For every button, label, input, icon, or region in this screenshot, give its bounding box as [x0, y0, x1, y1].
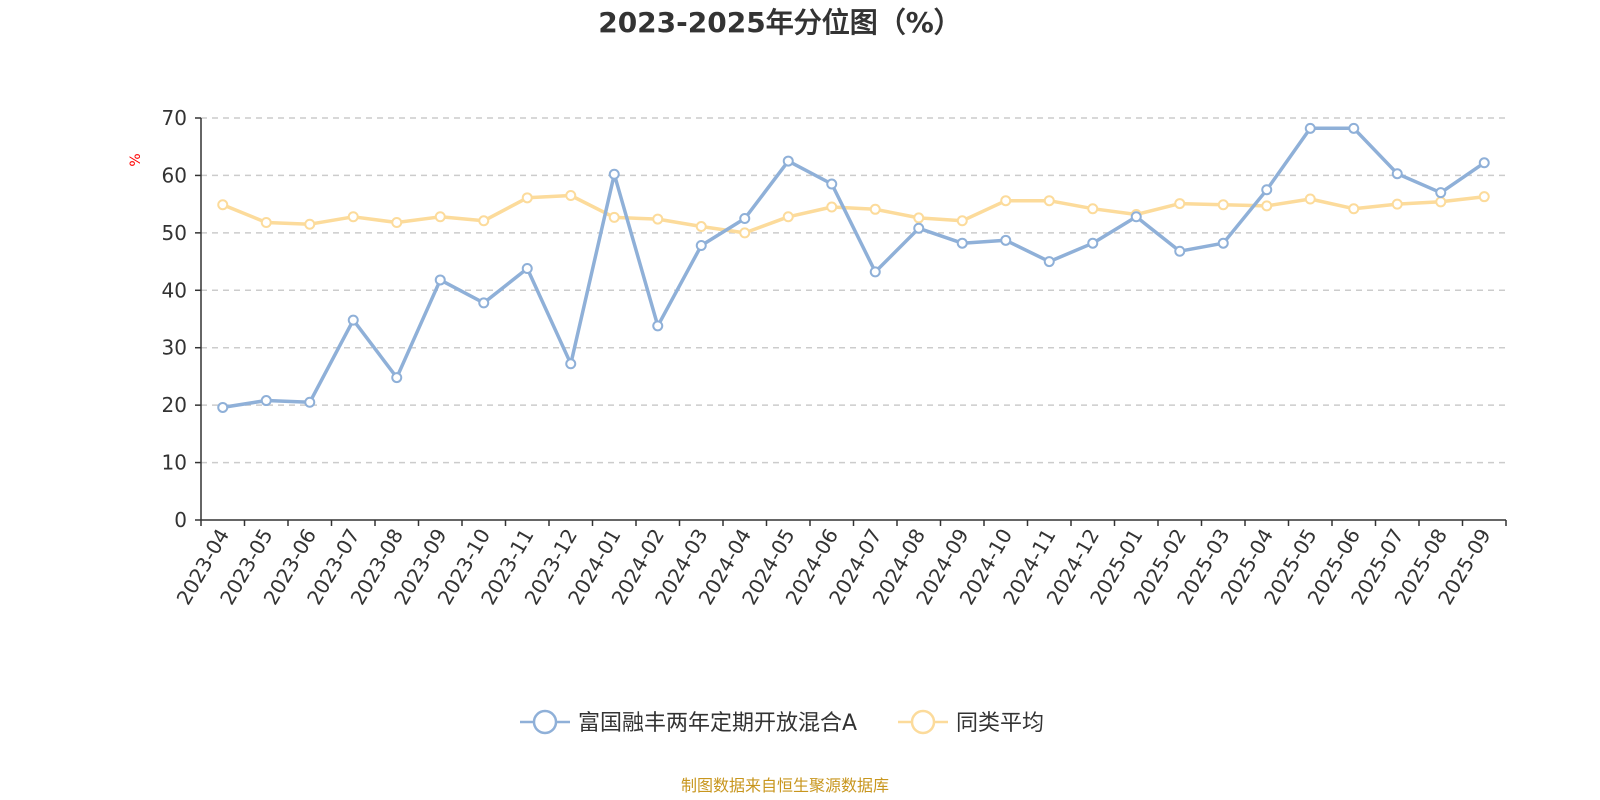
data-point — [1478, 191, 1490, 203]
y-tick-label: 20 — [162, 393, 187, 417]
legend-circle-icon — [910, 709, 936, 735]
data-point — [1217, 199, 1229, 211]
data-point — [739, 227, 751, 239]
data-point — [1174, 198, 1186, 210]
data-point — [347, 314, 359, 326]
legend-label: 同类平均 — [956, 711, 1044, 736]
data-point — [1348, 122, 1360, 134]
data-point — [608, 211, 620, 223]
grid-lines — [201, 117, 1506, 464]
data-point — [1043, 256, 1055, 268]
series-line — [222, 193, 1485, 235]
data-point — [217, 199, 229, 211]
x-axis-ticks: 2023-042023-052023-062023-072023-082023-… — [172, 520, 1507, 609]
y-axis-ticks: 0 10 20 30 40 50 60 70 — [162, 106, 201, 532]
y-tick-label: 70 — [162, 106, 187, 130]
data-point — [739, 213, 751, 224]
data-point — [913, 212, 925, 224]
legend-item[interactable]: 同类平均 — [898, 709, 1044, 736]
legend[interactable]: 富国融丰两年定期开放混合A 同类平均 — [520, 709, 1044, 736]
data-point — [1478, 157, 1490, 169]
data-point — [565, 190, 577, 202]
data-point — [652, 213, 664, 225]
y-tick-label: 0 — [174, 508, 187, 532]
data-point — [1087, 203, 1099, 215]
data-point — [652, 320, 664, 332]
data-point — [304, 218, 316, 230]
data-point — [782, 155, 794, 167]
data-point — [1304, 122, 1316, 134]
data-point — [913, 222, 925, 234]
y-tick-label: 10 — [162, 451, 187, 475]
data-point — [1348, 203, 1360, 215]
data-point — [608, 168, 620, 180]
data-point — [434, 211, 446, 223]
data-point — [347, 211, 359, 223]
data-point — [1261, 184, 1273, 196]
data-point — [1000, 195, 1012, 207]
data-point — [478, 297, 490, 309]
data-point — [695, 239, 707, 251]
data-point — [869, 203, 881, 215]
data-point — [695, 221, 707, 233]
y-axis-unit: % — [128, 153, 144, 166]
data-point — [434, 274, 446, 286]
data-point — [1043, 195, 1055, 207]
data-point — [956, 237, 968, 249]
data-point — [1435, 196, 1447, 208]
data-point — [521, 262, 533, 274]
data-point — [521, 192, 533, 204]
data-point — [391, 217, 403, 229]
data-point — [260, 217, 272, 229]
data-point — [217, 401, 229, 413]
data-point — [782, 211, 794, 223]
data-point — [1217, 237, 1229, 249]
data-point — [826, 201, 838, 213]
axes — [200, 118, 1506, 521]
y-tick-label: 40 — [162, 278, 187, 302]
y-tick-label: 50 — [162, 221, 187, 245]
legend-label: 富国融丰两年定期开放混合A — [578, 711, 857, 736]
legend-item[interactable]: 富国融丰两年定期开放混合A — [520, 709, 857, 736]
data-point — [1261, 200, 1273, 212]
chart-title: 2023-2025年分位图（%） — [598, 6, 962, 39]
data-source-note: 制图数据来自恒生聚源数据库 — [681, 776, 889, 795]
data-point — [478, 215, 490, 227]
data-point — [956, 215, 968, 227]
data-point — [1304, 193, 1316, 205]
data-point — [1000, 234, 1012, 246]
data-point — [1174, 245, 1186, 257]
data-point — [869, 266, 881, 278]
data-point — [826, 178, 838, 190]
y-tick-label: 60 — [162, 163, 187, 187]
y-tick-label: 30 — [162, 336, 187, 360]
data-point — [1435, 187, 1447, 199]
data-point — [304, 396, 316, 408]
data-point — [1130, 211, 1142, 223]
data-point — [1087, 237, 1099, 249]
data-point — [1391, 198, 1403, 210]
series-layer — [217, 122, 1490, 413]
series-line — [222, 126, 1486, 410]
data-point — [260, 395, 272, 407]
data-point — [565, 358, 577, 370]
data-point — [391, 372, 403, 384]
data-point — [1391, 168, 1403, 180]
series — [217, 122, 1490, 413]
legend-circle-icon — [532, 709, 558, 735]
